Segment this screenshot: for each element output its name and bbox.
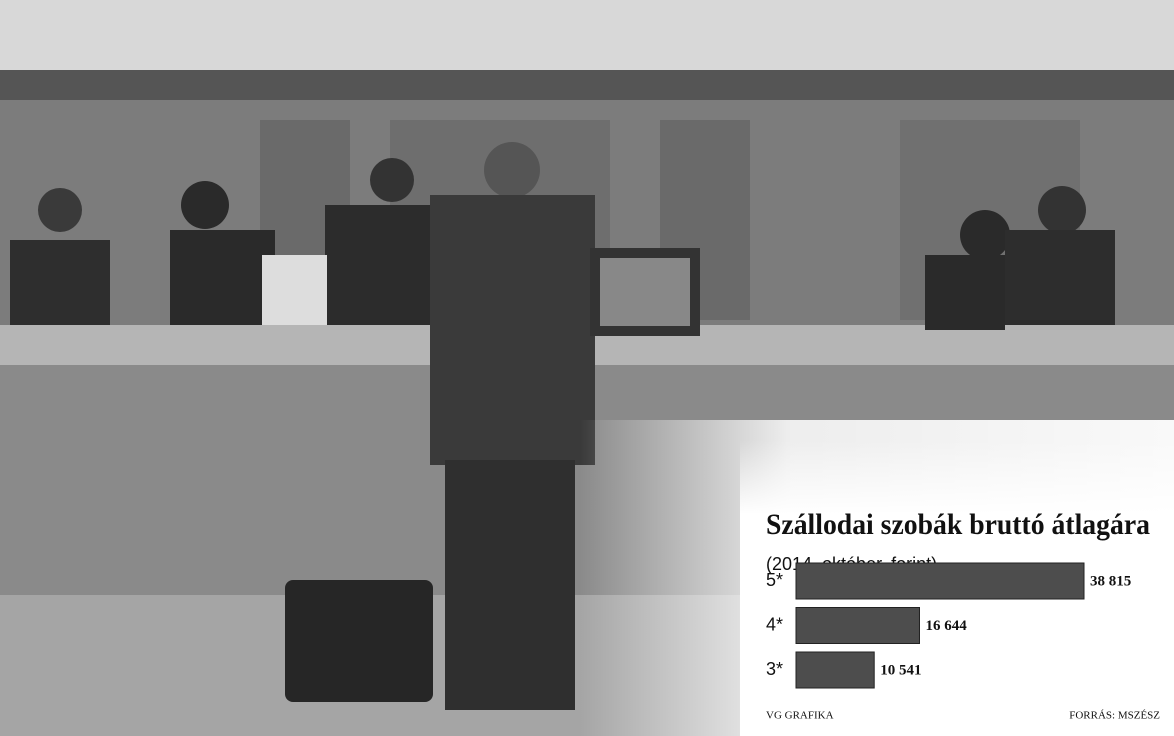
credit: VG GRAFIKA [766,710,834,722]
bar [796,563,1084,599]
source: FORRÁS: MSZÉSZ [1069,710,1160,722]
value-label: 38 815 [1090,573,1131,589]
category-label: 4* [766,614,783,634]
value-label: 16 644 [925,618,967,634]
background-photo [0,0,1174,736]
category-label: 3* [766,659,783,679]
chart-title: Szállodai szobák bruttó átlagára [766,508,1150,541]
chart: Szállodai szobák bruttó átlagára (2014. … [0,0,1174,736]
bar [796,608,919,644]
value-label: 10 541 [880,662,921,678]
bar [796,652,874,688]
category-label: 5* [766,570,783,590]
